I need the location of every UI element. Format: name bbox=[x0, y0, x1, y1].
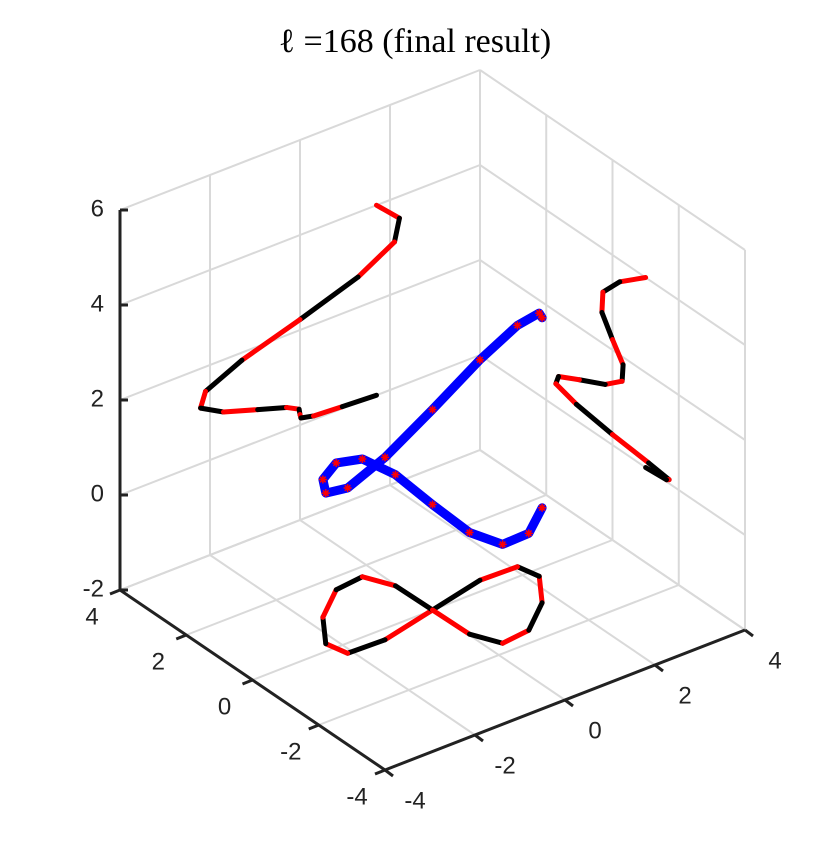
floor-projection bbox=[430, 607, 473, 637]
side-wall-projection bbox=[610, 337, 626, 368]
tick-mark bbox=[654, 663, 664, 673]
marker bbox=[538, 503, 547, 512]
side-wall-projection bbox=[610, 432, 652, 466]
back-wall-projection bbox=[355, 239, 397, 280]
floor-projection bbox=[320, 587, 339, 620]
marker bbox=[524, 529, 533, 538]
marker bbox=[428, 500, 437, 509]
floor-projection bbox=[500, 627, 532, 646]
back-wall-projection bbox=[297, 274, 361, 323]
tick-mark bbox=[744, 628, 754, 638]
floor-projection bbox=[430, 577, 483, 613]
y-tick-label: 4 bbox=[85, 603, 98, 630]
x-tick-label: 4 bbox=[768, 647, 781, 674]
marker bbox=[391, 470, 400, 479]
floor-projection bbox=[514, 564, 542, 579]
tick-mark bbox=[109, 588, 121, 596]
marker bbox=[332, 458, 341, 467]
floor-projection bbox=[359, 574, 398, 589]
floor-projection bbox=[333, 574, 365, 593]
tick-mark bbox=[474, 733, 484, 743]
floor-projection bbox=[392, 583, 435, 613]
z-tick-label: 2 bbox=[91, 385, 104, 412]
grid-line bbox=[119, 164, 481, 306]
marker bbox=[538, 313, 547, 322]
grid-line bbox=[479, 354, 746, 536]
grid-line bbox=[479, 69, 746, 251]
x-tick-label: -2 bbox=[494, 752, 515, 779]
side-wall-projection bbox=[599, 309, 615, 343]
grid-line bbox=[479, 449, 746, 631]
grid-line bbox=[318, 584, 680, 726]
back-wall-projection bbox=[339, 392, 379, 410]
y-tick-label: -4 bbox=[346, 783, 367, 810]
grid-line bbox=[119, 449, 481, 591]
floor-projection bbox=[526, 600, 545, 633]
grid-line bbox=[119, 354, 481, 496]
side-wall-projection bbox=[643, 465, 669, 483]
tick-mark bbox=[241, 678, 254, 686]
marker bbox=[465, 528, 474, 537]
tick-mark bbox=[175, 633, 187, 641]
y-tick-label: -2 bbox=[280, 738, 301, 765]
tick-mark bbox=[374, 768, 386, 776]
floor-projection bbox=[323, 641, 351, 656]
floor-projection bbox=[536, 573, 545, 606]
floor-projection bbox=[477, 564, 520, 583]
side-wall-projection bbox=[619, 362, 626, 384]
back-wall-projection bbox=[203, 357, 245, 394]
marker bbox=[498, 540, 507, 549]
marker bbox=[381, 453, 390, 462]
side-wall-projection bbox=[556, 374, 582, 383]
floor-projection bbox=[320, 614, 329, 647]
side-wall-projection bbox=[602, 378, 625, 387]
grid-line bbox=[119, 259, 481, 401]
marker bbox=[535, 309, 544, 318]
back-wall-projection bbox=[221, 407, 261, 415]
back-wall-projection bbox=[311, 404, 345, 419]
floor-projection bbox=[382, 607, 435, 643]
back-wall-projection bbox=[239, 317, 303, 363]
marker bbox=[513, 321, 522, 330]
z-tick-label: 4 bbox=[91, 290, 104, 317]
marker bbox=[358, 454, 367, 463]
side-wall-projection bbox=[600, 279, 623, 295]
chart-title: ℓ =168 (final result) bbox=[279, 23, 551, 60]
back-wall-projection bbox=[198, 405, 226, 415]
side-wall-projection bbox=[573, 401, 615, 438]
grid-line bbox=[479, 164, 746, 346]
z-tick-label: 0 bbox=[91, 480, 104, 507]
tick-mark bbox=[308, 723, 320, 731]
x-tick-label: 2 bbox=[678, 682, 691, 709]
marker bbox=[428, 405, 437, 414]
back-wall-projection bbox=[392, 215, 402, 245]
marker bbox=[475, 355, 484, 364]
side-wall-projection bbox=[617, 275, 649, 285]
side-wall-projection bbox=[553, 381, 579, 407]
y-tick-label: 2 bbox=[152, 648, 165, 675]
tick-mark bbox=[384, 768, 394, 778]
x-tick-label: -4 bbox=[404, 787, 425, 814]
y-tick-label: 0 bbox=[218, 693, 231, 720]
back-wall-projection bbox=[374, 202, 402, 221]
grid-line bbox=[185, 494, 547, 636]
back-wall-projection bbox=[198, 388, 208, 411]
tick-mark bbox=[564, 698, 574, 708]
side-wall-projection bbox=[576, 377, 608, 387]
z-tick-label: -2 bbox=[83, 575, 104, 602]
side-wall-projection bbox=[599, 289, 606, 315]
grid-line bbox=[479, 259, 746, 441]
floor-projection bbox=[345, 637, 388, 656]
back-wall-projection bbox=[255, 404, 289, 413]
floor-projection bbox=[467, 631, 506, 646]
grid-line bbox=[119, 69, 481, 211]
marker bbox=[321, 489, 330, 498]
x-tick-label: 0 bbox=[588, 717, 601, 744]
marker bbox=[318, 475, 327, 484]
marker bbox=[343, 483, 352, 492]
z-tick-label: 6 bbox=[91, 195, 104, 222]
